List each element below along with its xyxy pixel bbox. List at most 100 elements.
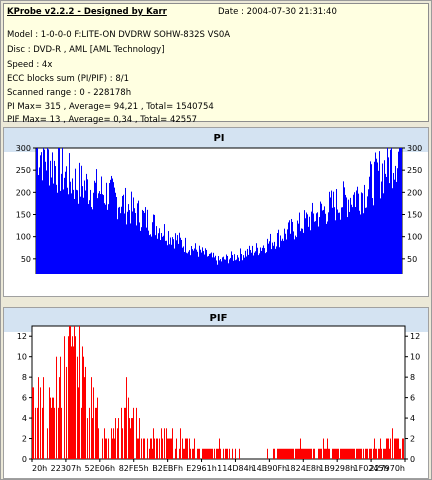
bar bbox=[164, 428, 165, 459]
bar bbox=[281, 448, 282, 459]
bar bbox=[396, 438, 397, 459]
bar bbox=[296, 237, 297, 274]
bar bbox=[290, 233, 291, 274]
info-disc: Disc : DVD-R , AML [AML Technology] bbox=[7, 45, 165, 55]
bar bbox=[125, 407, 126, 459]
bar bbox=[168, 231, 169, 274]
bar bbox=[251, 252, 252, 274]
bar bbox=[392, 428, 393, 459]
bar bbox=[395, 438, 396, 459]
bar bbox=[264, 248, 265, 274]
bar bbox=[369, 448, 370, 459]
bar bbox=[346, 448, 347, 459]
bar bbox=[183, 246, 184, 274]
bar bbox=[384, 448, 385, 459]
bar bbox=[43, 148, 44, 274]
bar bbox=[187, 438, 188, 459]
bar bbox=[99, 191, 100, 274]
bar bbox=[328, 212, 329, 274]
bar bbox=[397, 438, 398, 459]
bar bbox=[119, 206, 120, 274]
bar bbox=[210, 448, 211, 459]
bar bbox=[367, 448, 368, 459]
info-speed: Speed : 4x bbox=[7, 60, 53, 70]
bar bbox=[176, 438, 177, 459]
bar bbox=[49, 185, 50, 274]
bar bbox=[218, 256, 219, 274]
bar bbox=[54, 407, 55, 459]
bar bbox=[128, 397, 129, 459]
bar bbox=[379, 448, 380, 459]
bar bbox=[153, 214, 154, 274]
bar bbox=[332, 448, 333, 459]
bar bbox=[403, 438, 404, 459]
bar bbox=[265, 253, 266, 274]
bar bbox=[331, 190, 332, 274]
bar bbox=[121, 407, 122, 459]
bar bbox=[50, 397, 51, 459]
app-title: KProbe v2.2.2 - Designed by Karr bbox=[7, 7, 167, 17]
bar bbox=[390, 438, 391, 459]
bar bbox=[399, 148, 400, 274]
bar bbox=[50, 160, 51, 274]
bar bbox=[79, 326, 80, 459]
bar bbox=[149, 235, 150, 274]
bar bbox=[365, 448, 366, 459]
bar bbox=[163, 235, 164, 274]
bar bbox=[70, 181, 71, 274]
bar bbox=[229, 259, 230, 274]
bar bbox=[324, 448, 325, 459]
bar bbox=[38, 175, 39, 274]
bar bbox=[38, 377, 39, 459]
bar bbox=[75, 168, 76, 274]
bar bbox=[204, 448, 205, 459]
bar bbox=[184, 448, 185, 459]
bar bbox=[359, 448, 360, 459]
bar bbox=[56, 356, 57, 459]
bar bbox=[341, 448, 342, 459]
bar bbox=[212, 257, 213, 274]
bar bbox=[47, 148, 48, 274]
x-tick-label: 20h bbox=[32, 464, 47, 473]
bar bbox=[305, 218, 306, 274]
bar bbox=[172, 237, 173, 274]
y-tick-label-left: 4 bbox=[22, 414, 27, 423]
info-pi-summary: PI Max= 315 , Average= 94,21 , Total= 15… bbox=[7, 102, 214, 112]
bar bbox=[218, 448, 219, 459]
bar bbox=[66, 366, 67, 459]
bar bbox=[58, 407, 59, 459]
bar bbox=[246, 256, 247, 274]
bar bbox=[152, 222, 153, 274]
bar bbox=[112, 178, 113, 274]
bar bbox=[53, 397, 54, 459]
bar bbox=[367, 196, 368, 274]
bar bbox=[203, 251, 204, 274]
bar bbox=[169, 244, 170, 274]
bar bbox=[248, 254, 249, 274]
info-ecc: ECC blocks sum (PI/PIF) : 8/1 bbox=[7, 74, 130, 84]
bar bbox=[55, 166, 56, 274]
bar bbox=[202, 247, 203, 274]
bar bbox=[180, 428, 181, 459]
bar bbox=[245, 250, 246, 274]
bar bbox=[138, 438, 139, 459]
bar bbox=[84, 180, 85, 274]
bar bbox=[328, 448, 329, 459]
bar bbox=[68, 194, 69, 274]
bar bbox=[66, 166, 67, 274]
bar bbox=[65, 171, 66, 274]
bar bbox=[268, 243, 269, 274]
bar bbox=[387, 148, 388, 274]
bar bbox=[192, 448, 193, 459]
bar bbox=[113, 428, 114, 459]
bar bbox=[199, 245, 200, 274]
bar bbox=[57, 192, 58, 274]
bar bbox=[190, 255, 191, 274]
bar bbox=[199, 448, 200, 459]
bar bbox=[236, 259, 237, 274]
bar bbox=[97, 198, 98, 274]
y-tick-label-left: 200 bbox=[16, 188, 31, 197]
bar bbox=[151, 236, 152, 274]
x-tick-label: 82FE5h bbox=[119, 464, 149, 473]
